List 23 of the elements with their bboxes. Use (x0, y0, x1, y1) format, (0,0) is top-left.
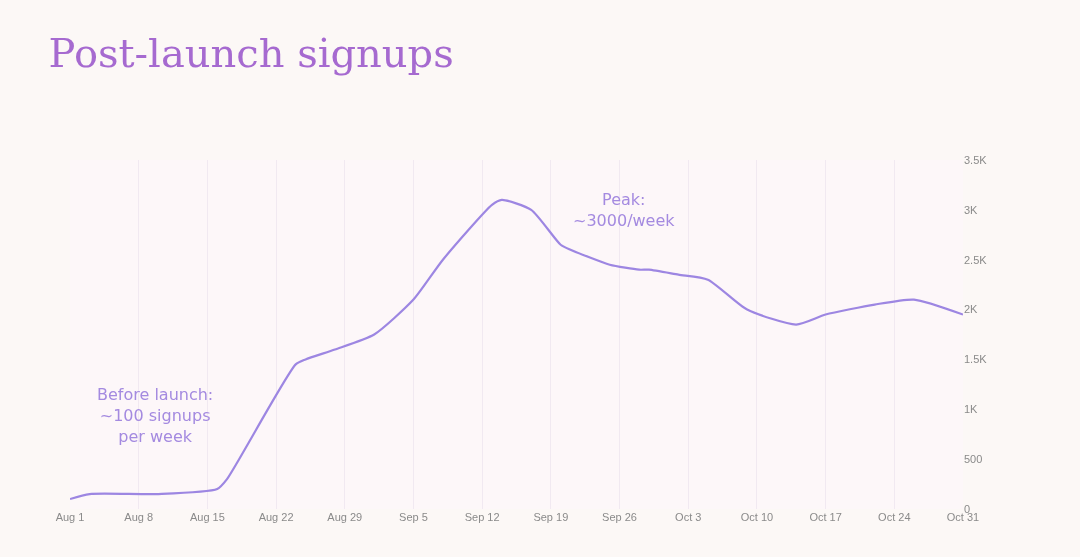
x-tick-label: Oct 24 (878, 511, 911, 523)
y-tick-label: 1K (964, 403, 979, 416)
y-tick-label: 2.5K (964, 253, 988, 266)
x-tick-label: Aug 15 (189, 511, 225, 523)
x-tick-label: Sep 12 (464, 511, 500, 523)
x-tick-label: Oct 10 (740, 511, 774, 523)
x-tick-label: Aug 1 (55, 511, 85, 523)
x-tick-label: Sep 26 (602, 511, 637, 523)
y-tick-label: 3K (964, 203, 979, 216)
y-tick-label: 500 (964, 452, 983, 465)
y-tick-label: 3.5K (964, 153, 988, 166)
x-tick-label: Oct 17 (809, 511, 842, 523)
x-tick-label: Sep 19 (533, 511, 569, 523)
x-tick-label: Aug 22 (258, 511, 294, 523)
x-tick-label: Aug 8 (124, 511, 154, 523)
x-tick-label: Aug 29 (327, 511, 363, 523)
chart-title: Post-launch signups (48, 29, 454, 76)
y-tick-label: 2K (964, 303, 979, 316)
x-tick-label: Sep 5 (399, 511, 428, 523)
annotation: Peak: ~3000/week (573, 190, 676, 230)
annotation: Before launch: ~100 signups per week (97, 385, 214, 446)
x-tick-label: Oct 3 (675, 511, 702, 523)
y-tick-label: 1.5K (964, 353, 988, 366)
